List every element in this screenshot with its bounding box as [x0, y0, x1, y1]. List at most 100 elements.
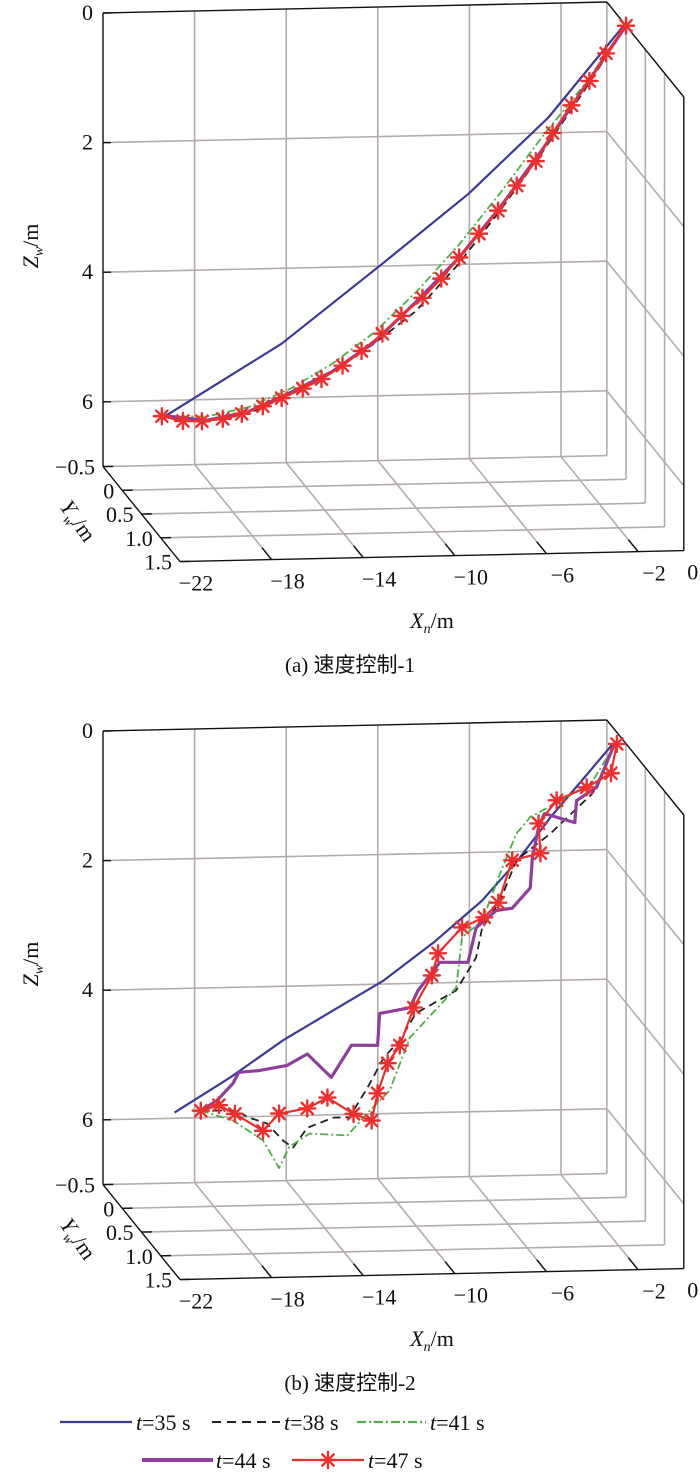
- asterisk-stroke: [531, 816, 546, 831]
- asterisk-marker: [209, 1095, 229, 1115]
- x-axis-line: [179, 549, 684, 563]
- asterisk-stroke: [452, 250, 466, 265]
- asterisk-stroke: [375, 326, 390, 341]
- series-line-41s: [200, 743, 618, 1169]
- asterisk-marker: [526, 152, 546, 171]
- asterisk-marker: [378, 1054, 397, 1073]
- back-wall-gridline: [102, 260, 607, 273]
- asterisk-stroke: [533, 846, 548, 861]
- caption-a: (a) 速度控制-1: [285, 653, 415, 677]
- floor-gridline: [160, 1244, 665, 1257]
- asterisk-stroke: [314, 372, 329, 386]
- floor-gridline: [122, 1196, 627, 1210]
- side-wall-gridline: [606, 849, 685, 946]
- side-wall-gridline: [606, 260, 685, 357]
- back-wall-gridline: [102, 130, 607, 144]
- legend-label-t47: t=47 s: [368, 1448, 423, 1473]
- x-tick-label: 0: [687, 560, 698, 585]
- legend-item-t47: t=47 s: [292, 1448, 423, 1473]
- asterisk-stroke: [155, 409, 169, 424]
- x-tick-mark: [536, 541, 547, 555]
- x-tick-label: −18: [270, 569, 304, 594]
- x-tick-label: −22: [179, 1289, 213, 1314]
- asterisk-stroke: [455, 920, 469, 935]
- z-tick-label: 2: [82, 848, 93, 873]
- asterisk-stroke: [406, 1000, 421, 1015]
- asterisk-stroke: [272, 1106, 286, 1121]
- side-wall-gridline: [606, 1108, 685, 1205]
- asterisk-marker: [390, 1036, 409, 1055]
- asterisk-stroke: [392, 1038, 407, 1053]
- asterisk-marker: [529, 814, 548, 833]
- asterisk-stroke: [431, 946, 445, 961]
- asterisk-marker: [562, 96, 581, 115]
- x-tick-label: −14: [362, 1285, 396, 1310]
- legend-item-t41: t=41 s: [357, 1410, 485, 1435]
- asterisk-stroke: [335, 358, 350, 373]
- asterisk-marker: [507, 176, 527, 195]
- floor-gridline: [102, 1172, 607, 1186]
- asterisk-stroke: [295, 381, 310, 396]
- floor-gridline: [141, 1220, 646, 1233]
- asterisk-marker: [547, 791, 566, 810]
- series-line-44s: [164, 24, 628, 423]
- y-tick-label: 1.0: [125, 526, 153, 551]
- series-line-38s: [164, 25, 627, 423]
- asterisk-marker: [503, 851, 522, 870]
- asterisk-marker: [469, 224, 489, 243]
- x-tick-label: −2: [642, 561, 665, 586]
- asterisk-stroke: [354, 344, 369, 358]
- x-axis-label-a: Xn/m: [409, 608, 454, 637]
- asterisk-stroke: [505, 853, 520, 868]
- asterisk-stroke: [370, 1086, 385, 1101]
- x-tick-label: −2: [642, 1279, 665, 1304]
- asterisk-stroke: [549, 793, 564, 808]
- z-tick-label: 6: [82, 389, 93, 414]
- asterisk-marker: [253, 1121, 273, 1140]
- x-tick-mark: [627, 539, 639, 553]
- asterisk-stroke: [477, 910, 492, 925]
- x-tick-mark: [536, 1259, 547, 1273]
- asterisk-marker: [428, 944, 448, 963]
- back-wall-gridline: [102, 978, 607, 991]
- side-wall-gridline: [606, 390, 685, 487]
- asterisk-marker: [543, 123, 562, 143]
- series-line-44s: [199, 742, 619, 1113]
- legend: t=35 s t=38 s t=41 s t=44 s t=47 s: [60, 1410, 485, 1473]
- asterisk-stroke: [364, 1113, 379, 1128]
- y-tick-label: 1.5: [145, 1268, 173, 1293]
- legend-label-t35: t=35 s: [136, 1410, 191, 1435]
- top-right-edge: [606, 719, 685, 816]
- asterisk-marker: [362, 1111, 381, 1130]
- z-tick-label: 2: [82, 130, 93, 155]
- asterisk-marker: [392, 306, 411, 325]
- asterisk-marker: [607, 734, 627, 754]
- y-axis-label-a: Yw/m: [52, 495, 101, 548]
- asterisk-marker: [272, 388, 291, 408]
- asterisk-stroke: [528, 154, 543, 169]
- top-right-edge: [606, 1, 685, 98]
- asterisk-marker: [616, 16, 636, 35]
- asterisk-marker: [601, 764, 621, 783]
- y-tick-label: −0.5: [55, 455, 95, 480]
- z-tick-label: 6: [82, 1107, 93, 1132]
- asterisk-stroke: [509, 178, 524, 193]
- z-tick-label: 4: [82, 977, 93, 1002]
- floor-gridline: [141, 502, 646, 515]
- y-tick-label: 1.5: [145, 550, 173, 575]
- x-tick-label: −6: [551, 563, 574, 588]
- asterisk-stroke: [619, 18, 633, 33]
- legend-item-t38: t=38 s: [212, 1410, 339, 1435]
- z-tick-label: 4: [82, 259, 93, 284]
- y-tick-label: 0: [103, 478, 114, 503]
- x-tick-label: −22: [179, 571, 213, 596]
- asterisk-marker: [269, 1104, 289, 1123]
- asterisk-stroke: [321, 1453, 335, 1467]
- asterisk-marker: [191, 1101, 210, 1120]
- asterisk-stroke: [610, 737, 624, 751]
- top-edge: [102, 1, 607, 14]
- asterisk-marker: [373, 324, 392, 343]
- asterisk-marker: [213, 409, 232, 429]
- asterisk-marker: [475, 908, 494, 927]
